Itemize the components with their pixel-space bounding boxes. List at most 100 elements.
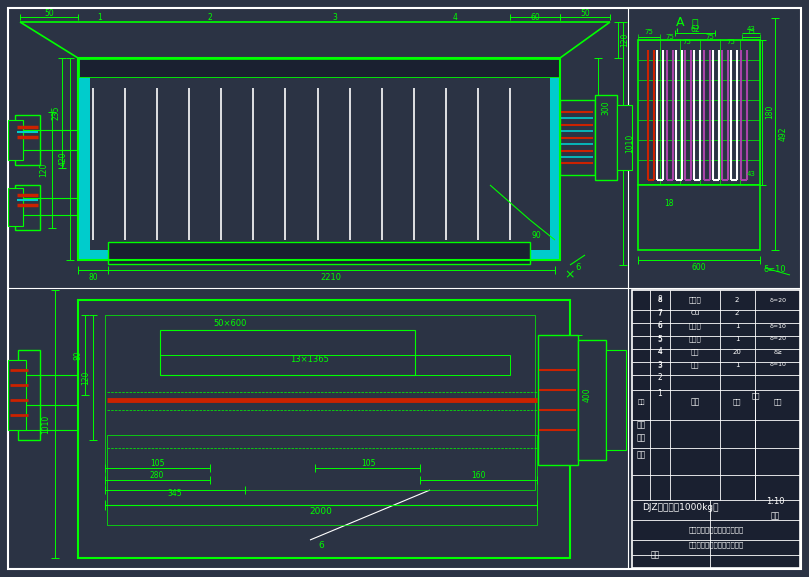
Text: 600: 600: [692, 263, 706, 272]
Text: 2000: 2000: [310, 507, 332, 515]
Bar: [78, 58, 560, 260]
Text: 1: 1: [735, 336, 739, 342]
Bar: [78, 300, 570, 558]
Text: 13×1365: 13×1365: [290, 355, 329, 365]
Text: 钉件: 钉件: [770, 511, 780, 520]
Text: 6: 6: [575, 264, 581, 272]
Text: 180: 180: [765, 105, 774, 119]
Text: 120: 120: [40, 163, 49, 177]
Bar: [78, 250, 560, 260]
Bar: [107, 435, 537, 525]
Text: 75: 75: [726, 39, 735, 45]
Text: 8: 8: [658, 295, 663, 305]
Text: 7: 7: [658, 310, 663, 316]
Text: 120: 120: [621, 33, 629, 47]
Bar: [617, 105, 632, 170]
Text: 名称: 名称: [690, 398, 700, 407]
Text: 1:10: 1:10: [766, 497, 784, 507]
Text: 120: 120: [82, 371, 91, 385]
Text: 75: 75: [666, 34, 675, 40]
Text: 160: 160: [471, 471, 485, 481]
Text: Cu: Cu: [690, 310, 700, 316]
Bar: [105, 315, 535, 490]
Text: 校对: 校对: [637, 433, 646, 443]
Text: 6: 6: [658, 323, 663, 329]
Text: A: A: [676, 16, 684, 28]
Text: δ=10: δ=10: [764, 265, 786, 275]
Text: 1010: 1010: [625, 133, 634, 153]
Bar: [606, 350, 626, 450]
Bar: [8, 360, 26, 430]
Text: 4: 4: [658, 349, 663, 355]
Text: DJZ电解槽（1000kg）: DJZ电解槽（1000kg）: [642, 504, 718, 512]
Bar: [160, 330, 415, 375]
Text: 80: 80: [88, 273, 98, 283]
Text: 5: 5: [658, 336, 663, 342]
Text: 1010: 1010: [41, 414, 50, 434]
Text: 20: 20: [733, 349, 741, 355]
Text: 50: 50: [44, 9, 54, 17]
Text: 345: 345: [167, 489, 182, 499]
Text: 5: 5: [658, 335, 663, 343]
Text: 75: 75: [705, 34, 714, 40]
Text: 75: 75: [645, 29, 654, 35]
Text: 数量: 数量: [733, 399, 741, 405]
Text: 62: 62: [690, 24, 700, 33]
Bar: [160, 355, 510, 375]
Text: 105: 105: [150, 459, 164, 469]
Bar: [15, 115, 40, 165]
Text: 4: 4: [658, 347, 663, 357]
Text: 4: 4: [452, 13, 457, 23]
Text: 50: 50: [580, 9, 590, 17]
Text: 75: 75: [682, 39, 691, 45]
Text: 来件: 来件: [650, 550, 659, 560]
Text: 1: 1: [735, 323, 739, 329]
Circle shape: [561, 448, 565, 452]
Text: 280: 280: [150, 471, 164, 481]
Text: 代号: 代号: [637, 399, 645, 405]
Text: 隔膜体: 隔膜体: [688, 336, 701, 342]
Text: 1: 1: [658, 388, 663, 398]
Text: 2: 2: [735, 297, 739, 303]
Bar: [595, 95, 617, 180]
Text: 3: 3: [332, 13, 337, 23]
Bar: [108, 242, 530, 264]
Text: 6: 6: [318, 541, 324, 549]
Text: 2: 2: [735, 310, 739, 316]
Bar: [550, 58, 560, 260]
Bar: [578, 340, 606, 460]
Text: 90: 90: [532, 230, 541, 239]
Text: 2: 2: [208, 13, 213, 23]
Circle shape: [561, 348, 565, 352]
Text: 43: 43: [747, 26, 756, 32]
Text: 2210: 2210: [320, 273, 341, 283]
Text: 极板: 极板: [691, 349, 699, 355]
Bar: [638, 40, 760, 185]
Text: 3: 3: [658, 362, 663, 368]
Text: 300: 300: [602, 101, 611, 115]
Text: 1: 1: [98, 13, 103, 23]
Bar: [8, 120, 23, 160]
Bar: [538, 335, 578, 465]
Text: 492: 492: [778, 127, 787, 141]
Text: 三门某化工加工设备有限公司: 三门某化工加工设备有限公司: [688, 527, 743, 533]
Text: 备注: 备注: [773, 399, 782, 405]
Text: δ=10: δ=10: [769, 362, 786, 368]
Bar: [78, 58, 90, 260]
Bar: [638, 185, 760, 250]
Text: 7: 7: [658, 309, 663, 317]
Text: δ=20: δ=20: [769, 298, 786, 302]
Bar: [632, 290, 800, 568]
Bar: [560, 100, 595, 175]
Text: 3: 3: [658, 361, 663, 369]
Text: 制图: 制图: [637, 421, 646, 429]
Text: 43: 43: [747, 171, 756, 177]
Bar: [18, 350, 40, 440]
Bar: [15, 185, 40, 230]
Text: 張料板: 張料板: [688, 297, 701, 304]
Text: 105: 105: [361, 459, 375, 469]
Text: 張料板: 張料板: [688, 323, 701, 329]
Text: 50×600: 50×600: [214, 319, 247, 328]
Text: 60: 60: [530, 13, 540, 23]
Text: 75: 75: [747, 29, 756, 35]
